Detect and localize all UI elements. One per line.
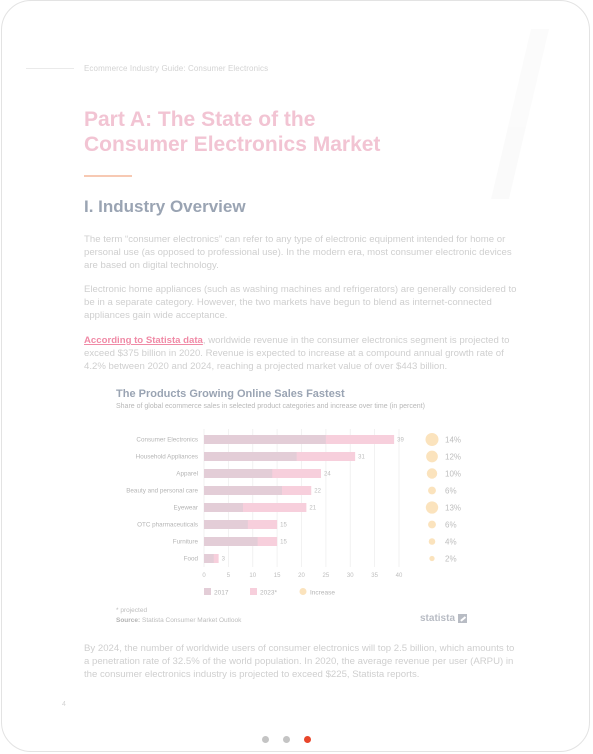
bar-2017 [204, 537, 258, 546]
legend-swatch-2023 [250, 588, 257, 595]
title-underline [84, 175, 132, 177]
bar-2017 [204, 486, 282, 495]
x-tick-label: 10 [249, 573, 256, 579]
x-tick-label: 20 [298, 573, 305, 579]
increase-label: 6% [445, 521, 457, 530]
bar-2017 [204, 452, 297, 461]
decorative-stripe [491, 29, 549, 199]
bar-2023 [204, 503, 307, 512]
source-text: Statista Consumer Market Outlook [142, 617, 242, 624]
increase-label: 13% [445, 504, 461, 513]
bar-2017 [204, 435, 326, 444]
data-label: 15 [280, 540, 287, 546]
increase-label: 4% [445, 538, 457, 547]
increase-label: 12% [445, 453, 461, 462]
data-label: 31 [358, 455, 365, 461]
part-title-line-2: Consumer Electronics Market [84, 133, 381, 156]
legend-swatch-2017 [204, 588, 211, 595]
legend-label-increase: Increase [310, 590, 335, 597]
chart-footnote: * projected [116, 607, 148, 614]
data-label: 39 [397, 438, 404, 444]
category-label: OTC pharmaceuticals [137, 522, 198, 529]
increase-bubble [428, 520, 436, 529]
chart-subtitle: Share of global ecommerce sales in selec… [116, 403, 425, 410]
x-tick-label: 40 [396, 573, 403, 579]
paragraph-1: The term “consumer electronics” can refe… [84, 234, 512, 271]
bar-chart: 0 5 10 15 20 25 30 35 40 Consumer Electronics 39 14… [126, 429, 461, 597]
category-label: Consumer Electronics [136, 437, 198, 444]
x-tick-label: 35 [371, 573, 378, 579]
x-tick-label: 15 [274, 573, 281, 579]
data-label: 15 [280, 523, 287, 529]
data-label: 24 [324, 472, 331, 478]
category-label: Furniture [173, 539, 199, 546]
increase-label: 6% [445, 487, 457, 496]
x-tick-label: 30 [347, 573, 354, 579]
paragraph-2: Electronic home appliances (such as wash… [84, 284, 517, 321]
pagination-dots [262, 736, 311, 743]
increase-label: 10% [445, 470, 461, 479]
statista-data-link[interactable]: According to Statista data [84, 335, 203, 346]
document-header: Ecommerce Industry Guide: Consumer Elect… [84, 64, 269, 73]
bar-2017 [204, 520, 248, 529]
paragraph-4: By 2024, the number of worldwide users o… [84, 643, 515, 680]
bar-2017 [204, 503, 243, 512]
x-tick-label: 0 [202, 573, 206, 579]
increase-bubble [429, 555, 435, 562]
paragraph-3: According to Statista data, worldwide re… [84, 334, 520, 373]
category-label: Apparel [176, 471, 198, 478]
legend-swatch-increase [299, 588, 307, 595]
data-label: 22 [314, 489, 321, 495]
statista-wordmark: statista [420, 613, 456, 624]
bar-2017 [204, 469, 273, 478]
pagination-dot-1[interactable] [262, 736, 269, 743]
pagination-dot-3[interactable] [304, 736, 311, 743]
x-tick-label: 25 [323, 573, 330, 579]
category-label: Beauty and personal care [126, 488, 198, 495]
data-label: 3 [222, 557, 226, 563]
x-tick-label: 5 [227, 573, 231, 579]
part-title: Part A: The State of the Consumer Electr… [84, 107, 504, 157]
bar-2017 [204, 554, 214, 563]
data-label: 21 [309, 506, 316, 512]
increase-bubble [426, 450, 438, 463]
increase-label: 2% [445, 555, 457, 564]
legend-label-2017: 2017 [214, 590, 229, 597]
increase-bubble [425, 433, 439, 446]
part-title-line-1: Part A: The State of the [84, 108, 316, 131]
increase-bubble [428, 538, 436, 545]
page-number: 4 [62, 701, 66, 708]
pagination-dot-2[interactable] [283, 736, 290, 743]
category-label: Food [184, 556, 199, 563]
decorative-line [26, 68, 74, 69]
chart-source: Source: Statista Consumer Market Outlook [116, 617, 241, 624]
increase-bubble [425, 501, 439, 514]
legend-label-2023: 2023* [260, 590, 277, 597]
chart-title: The Products Growing Online Sales Fastes… [116, 388, 345, 400]
statista-mark-icon [458, 614, 468, 623]
increase-label: 14% [445, 436, 461, 445]
category-label: Eyewear [174, 505, 199, 512]
paragraph-3-text: , worldwide revenue in the consumer elec… [84, 335, 510, 372]
increase-bubble [428, 486, 436, 495]
source-label: Source: [116, 617, 141, 624]
statista-logo: statista [420, 613, 468, 624]
category-label: Household Appliances [136, 454, 198, 461]
section-title: I. Industry Overview [84, 197, 246, 216]
increase-bubble [426, 468, 438, 479]
